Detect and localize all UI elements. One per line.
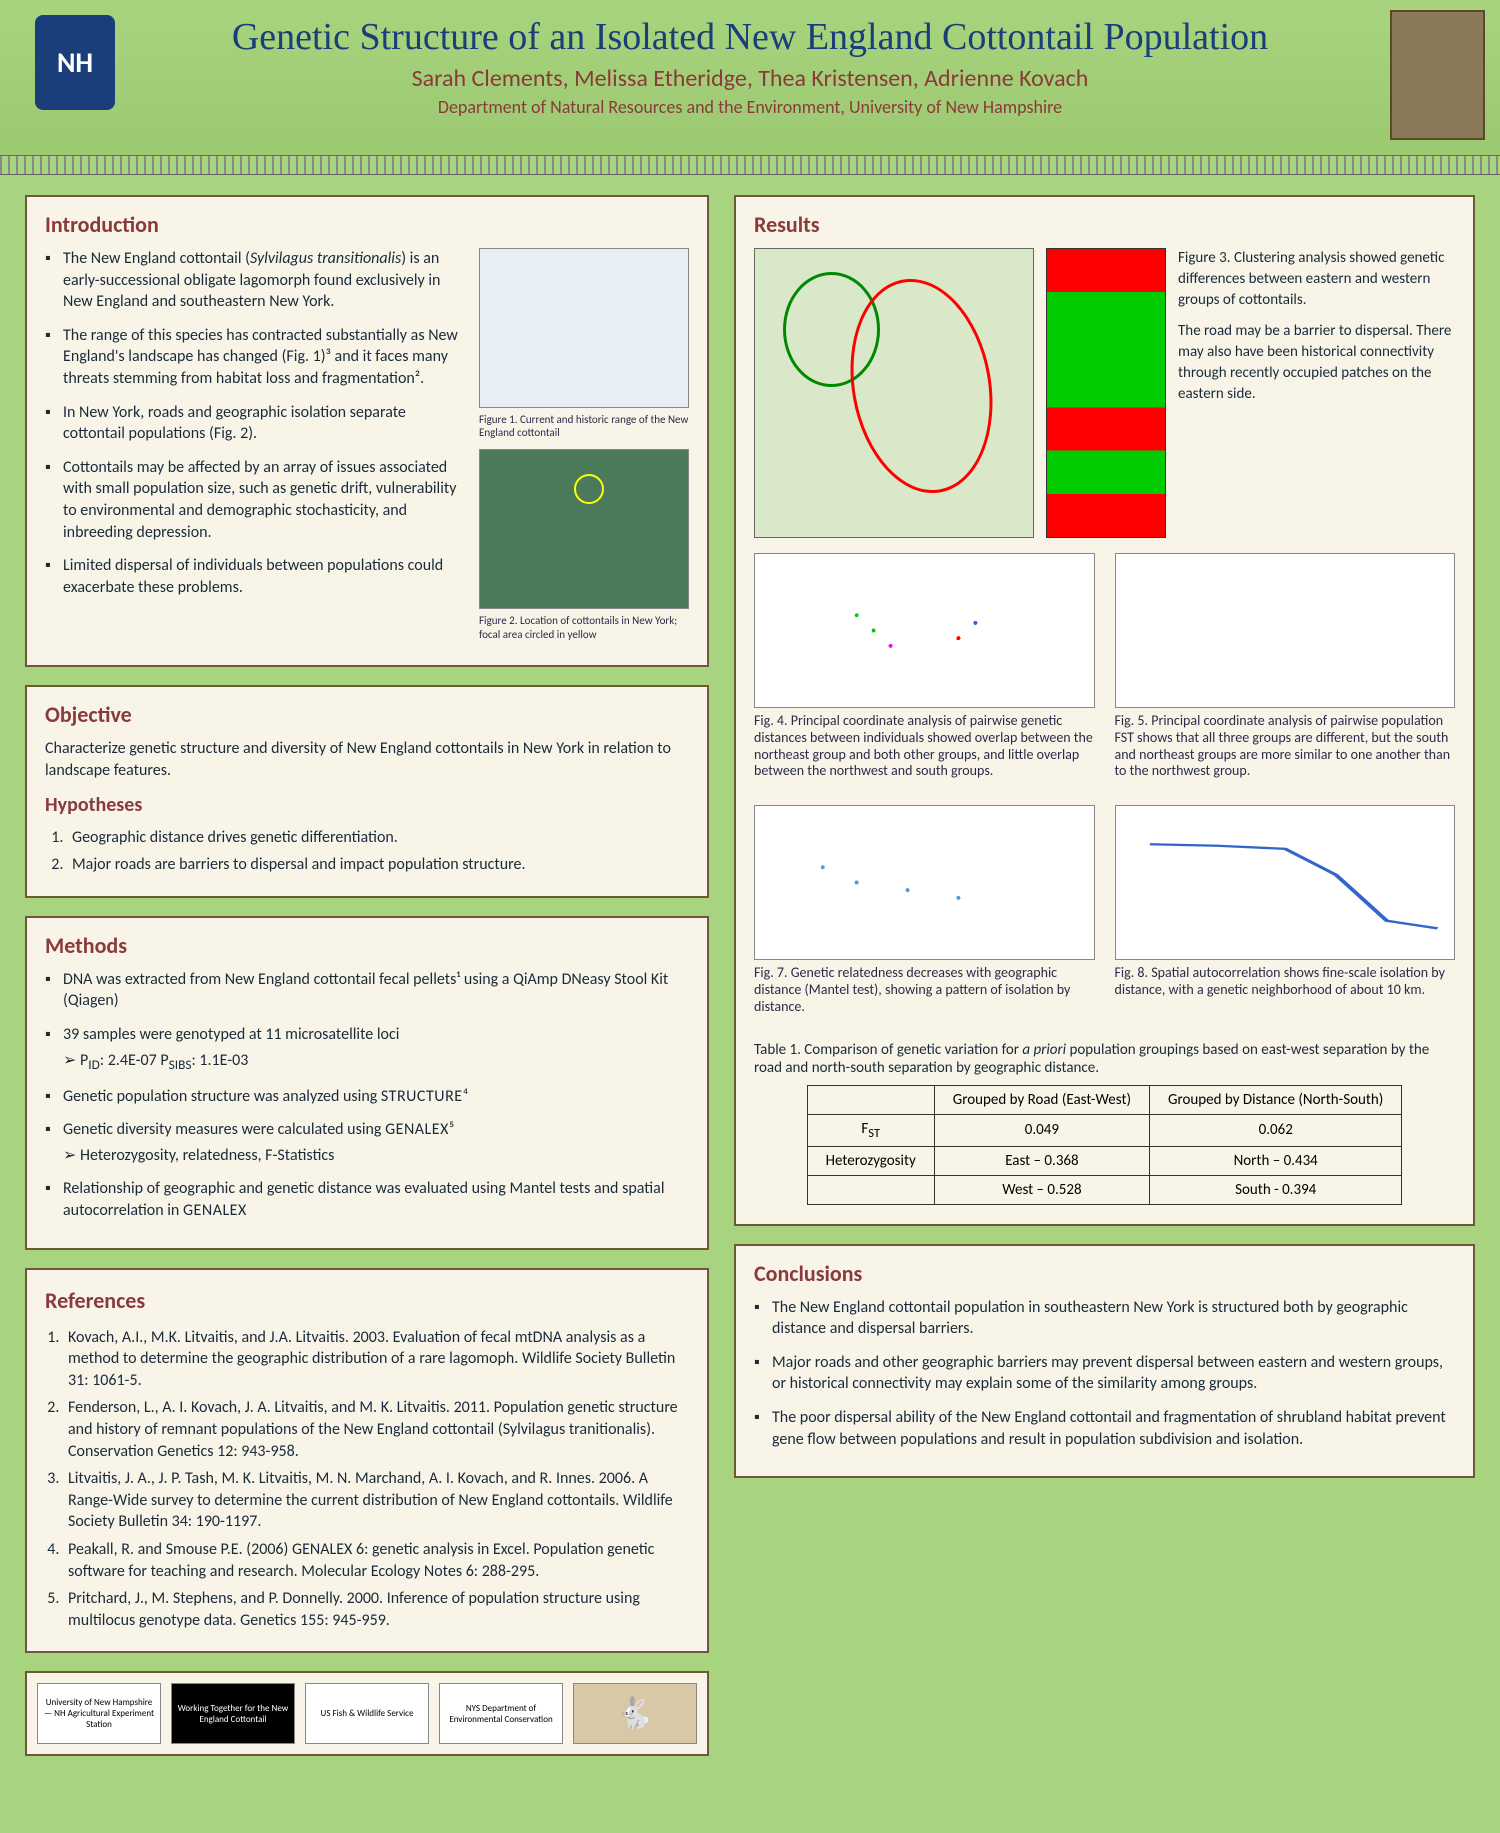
poster-department: Department of Natural Resources and the …: [30, 96, 1470, 118]
left-column: Introduction The New England cottontail …: [25, 195, 709, 1756]
intro-bullet: The range of this species has contracted…: [45, 325, 464, 390]
figure-caption: Figure 1. Current and historic range of …: [479, 413, 689, 439]
figure-1-map: [479, 248, 689, 408]
reference-item: Fenderson, L., A. I. Kovach, J. A. Litva…: [63, 1397, 689, 1462]
reference-item: Peakall, R. and Smouse P.E. (2006) GENAL…: [63, 1539, 689, 1582]
header-rabbit-photo: [1390, 10, 1485, 140]
section-heading: Hypotheses: [45, 793, 689, 817]
rabbit-photo: 🐇: [573, 1683, 697, 1744]
table-cell: Heterozygosity: [807, 1146, 934, 1175]
table-cell: South - 0.394: [1150, 1175, 1402, 1204]
dna-divider: [0, 155, 1500, 175]
figure-caption: Fig. 5. Principal coordinate analysis of…: [1115, 713, 1456, 780]
conclusions-panel: Conclusions The New England cottontail p…: [734, 1244, 1475, 1479]
usfws-logo: US Fish & Wildlife Service: [305, 1683, 429, 1744]
table-cell: West – 0.528: [934, 1175, 1149, 1204]
objective-panel: Objective Characterize genetic structure…: [25, 685, 709, 898]
table-cell: 0.062: [1150, 1114, 1402, 1146]
figure-caption: Fig. 8. Spatial autocorrelation shows fi…: [1115, 965, 1456, 999]
figure-2-map: [479, 449, 689, 609]
figure-caption: Fig. 4. Principal coordinate analysis of…: [754, 713, 1095, 780]
results-panel: Results Figure 3. Clustering analysis sh…: [734, 195, 1475, 1226]
section-heading: References: [45, 1284, 689, 1317]
figure-7-mantel: [754, 805, 1095, 960]
introduction-panel: Introduction The New England cottontail …: [25, 195, 709, 667]
poster-title: Genetic Structure of an Isolated New Eng…: [30, 15, 1470, 59]
conclusion-bullet: The poor dispersal ability of the New En…: [754, 1407, 1455, 1450]
table-header: Grouped by Distance (North-South): [1150, 1085, 1402, 1114]
section-heading: Introduction: [45, 211, 689, 238]
figure-caption: Figure 3. Clustering analysis showed gen…: [1178, 248, 1455, 311]
methods-bullet: Relationship of geographic and genetic d…: [45, 1178, 689, 1221]
reference-item: Kovach, A.I., M.K. Litvaitis, and J.A. L…: [63, 1327, 689, 1392]
poster-authors: Sarah Clements, Melissa Etheridge, Thea …: [30, 64, 1470, 93]
intro-bullet: Limited dispersal of individuals between…: [45, 555, 464, 598]
reference-item: Litvaitis, J. A., J. P. Tash, M. K. Litv…: [63, 1468, 689, 1533]
logos-row: University of New Hampshire — NH Agricul…: [25, 1671, 709, 1756]
methods-sub-bullet: PID: 2.4E-07 PSIBS: 1.1E-03: [45, 1050, 689, 1074]
methods-bullet: Genetic population structure was analyze…: [45, 1086, 689, 1108]
methods-bullet: DNA was extracted from New England cotto…: [45, 969, 689, 1012]
methods-bullet: 39 samples were genotyped at 11 microsat…: [45, 1024, 689, 1046]
reference-item: Pritchard, J., M. Stephens, and P. Donne…: [63, 1588, 689, 1631]
section-heading: Results: [754, 211, 1455, 238]
intro-bullet: Cottontails may be affected by an array …: [45, 457, 464, 543]
nysdec-logo: NYS Department of Environmental Conserva…: [439, 1683, 563, 1744]
conclusion-bullet: Major roads and other geographic barrier…: [754, 1352, 1455, 1395]
references-panel: References Kovach, A.I., M.K. Litvaitis,…: [25, 1268, 709, 1654]
methods-sub-bullet: Heterozygosity, relatedness, F-Statistic…: [45, 1145, 689, 1167]
table-cell: East – 0.368: [934, 1146, 1149, 1175]
conclusion-bullet: The New England cottontail population in…: [754, 1297, 1455, 1340]
methods-panel: Methods DNA was extracted from New Engla…: [25, 916, 709, 1250]
figure-caption: Fig. 7. Genetic relatedness decreases wi…: [754, 965, 1095, 1015]
section-heading: Conclusions: [754, 1260, 1455, 1287]
unh-logo: University of New Hampshire — NH Agricul…: [37, 1683, 161, 1744]
figure-4-pcoa: [754, 553, 1095, 708]
hypothesis-item: Geographic distance drives genetic diffe…: [67, 827, 689, 849]
intro-bullet: The New England cottontail (Sylvilagus t…: [45, 248, 464, 313]
figure-text: The road may be a barrier to dispersal. …: [1178, 321, 1455, 405]
objective-text: Characterize genetic structure and diver…: [45, 738, 689, 783]
figure-3-structure-chart: [1046, 248, 1166, 538]
table-cell: 0.049: [934, 1114, 1149, 1146]
right-column: Results Figure 3. Clustering analysis sh…: [734, 195, 1475, 1756]
figure-5-pcoa: [1115, 553, 1456, 708]
methods-bullet: Genetic diversity measures were calculat…: [45, 1119, 689, 1141]
table-caption: Table 1. Comparison of genetic variation…: [754, 1041, 1455, 1077]
nh-logo: NH: [35, 15, 115, 110]
content-area: Introduction The New England cottontail …: [0, 175, 1500, 1776]
hypothesis-item: Major roads are barriers to dispersal an…: [67, 854, 689, 876]
poster-header: NH Genetic Structure of an Isolated New …: [0, 0, 1500, 155]
section-heading: Objective: [45, 701, 689, 728]
table-cell: North – 0.434: [1150, 1146, 1402, 1175]
intro-bullet: In New York, roads and geographic isolat…: [45, 402, 464, 445]
table-1: Grouped by Road (East-West)Grouped by Di…: [807, 1085, 1403, 1205]
figure-8-autocorrelation: [1115, 805, 1456, 960]
section-heading: Methods: [45, 932, 689, 959]
table-header: Grouped by Road (East-West): [934, 1085, 1149, 1114]
figure-caption: Figure 2. Location of cottontails in New…: [479, 614, 689, 640]
table-cell: FST: [807, 1114, 934, 1146]
figure-3-map: [754, 248, 1034, 538]
nec-logo: Working Together for the New England Cot…: [171, 1683, 295, 1744]
